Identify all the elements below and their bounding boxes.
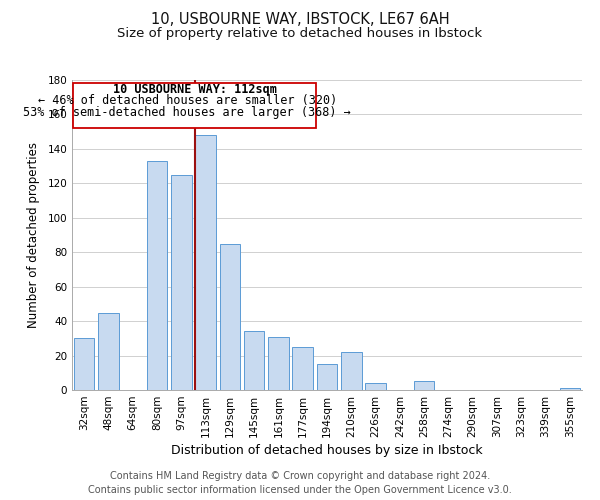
Y-axis label: Number of detached properties: Number of detached properties — [28, 142, 40, 328]
Bar — [195, 135, 216, 390]
Text: 53% of semi-detached houses are larger (368) →: 53% of semi-detached houses are larger (… — [23, 106, 351, 119]
FancyBboxPatch shape — [73, 84, 316, 128]
Bar — [317, 364, 337, 390]
Bar — [560, 388, 580, 390]
Text: 10, USBOURNE WAY, IBSTOCK, LE67 6AH: 10, USBOURNE WAY, IBSTOCK, LE67 6AH — [151, 12, 449, 28]
Text: Size of property relative to detached houses in Ibstock: Size of property relative to detached ho… — [118, 28, 482, 40]
Bar — [171, 174, 191, 390]
Bar — [146, 161, 167, 390]
Bar — [365, 383, 386, 390]
Text: Contains HM Land Registry data © Crown copyright and database right 2024.: Contains HM Land Registry data © Crown c… — [110, 471, 490, 481]
Bar — [414, 382, 434, 390]
X-axis label: Distribution of detached houses by size in Ibstock: Distribution of detached houses by size … — [171, 444, 483, 457]
Text: Contains public sector information licensed under the Open Government Licence v3: Contains public sector information licen… — [88, 485, 512, 495]
Bar — [98, 312, 119, 390]
Bar — [220, 244, 240, 390]
Text: ← 46% of detached houses are smaller (320): ← 46% of detached houses are smaller (32… — [38, 94, 337, 107]
Text: 10 USBOURNE WAY: 112sqm: 10 USBOURNE WAY: 112sqm — [113, 83, 277, 96]
Bar — [292, 347, 313, 390]
Bar — [244, 332, 265, 390]
Bar — [268, 336, 289, 390]
Bar — [341, 352, 362, 390]
Bar — [74, 338, 94, 390]
